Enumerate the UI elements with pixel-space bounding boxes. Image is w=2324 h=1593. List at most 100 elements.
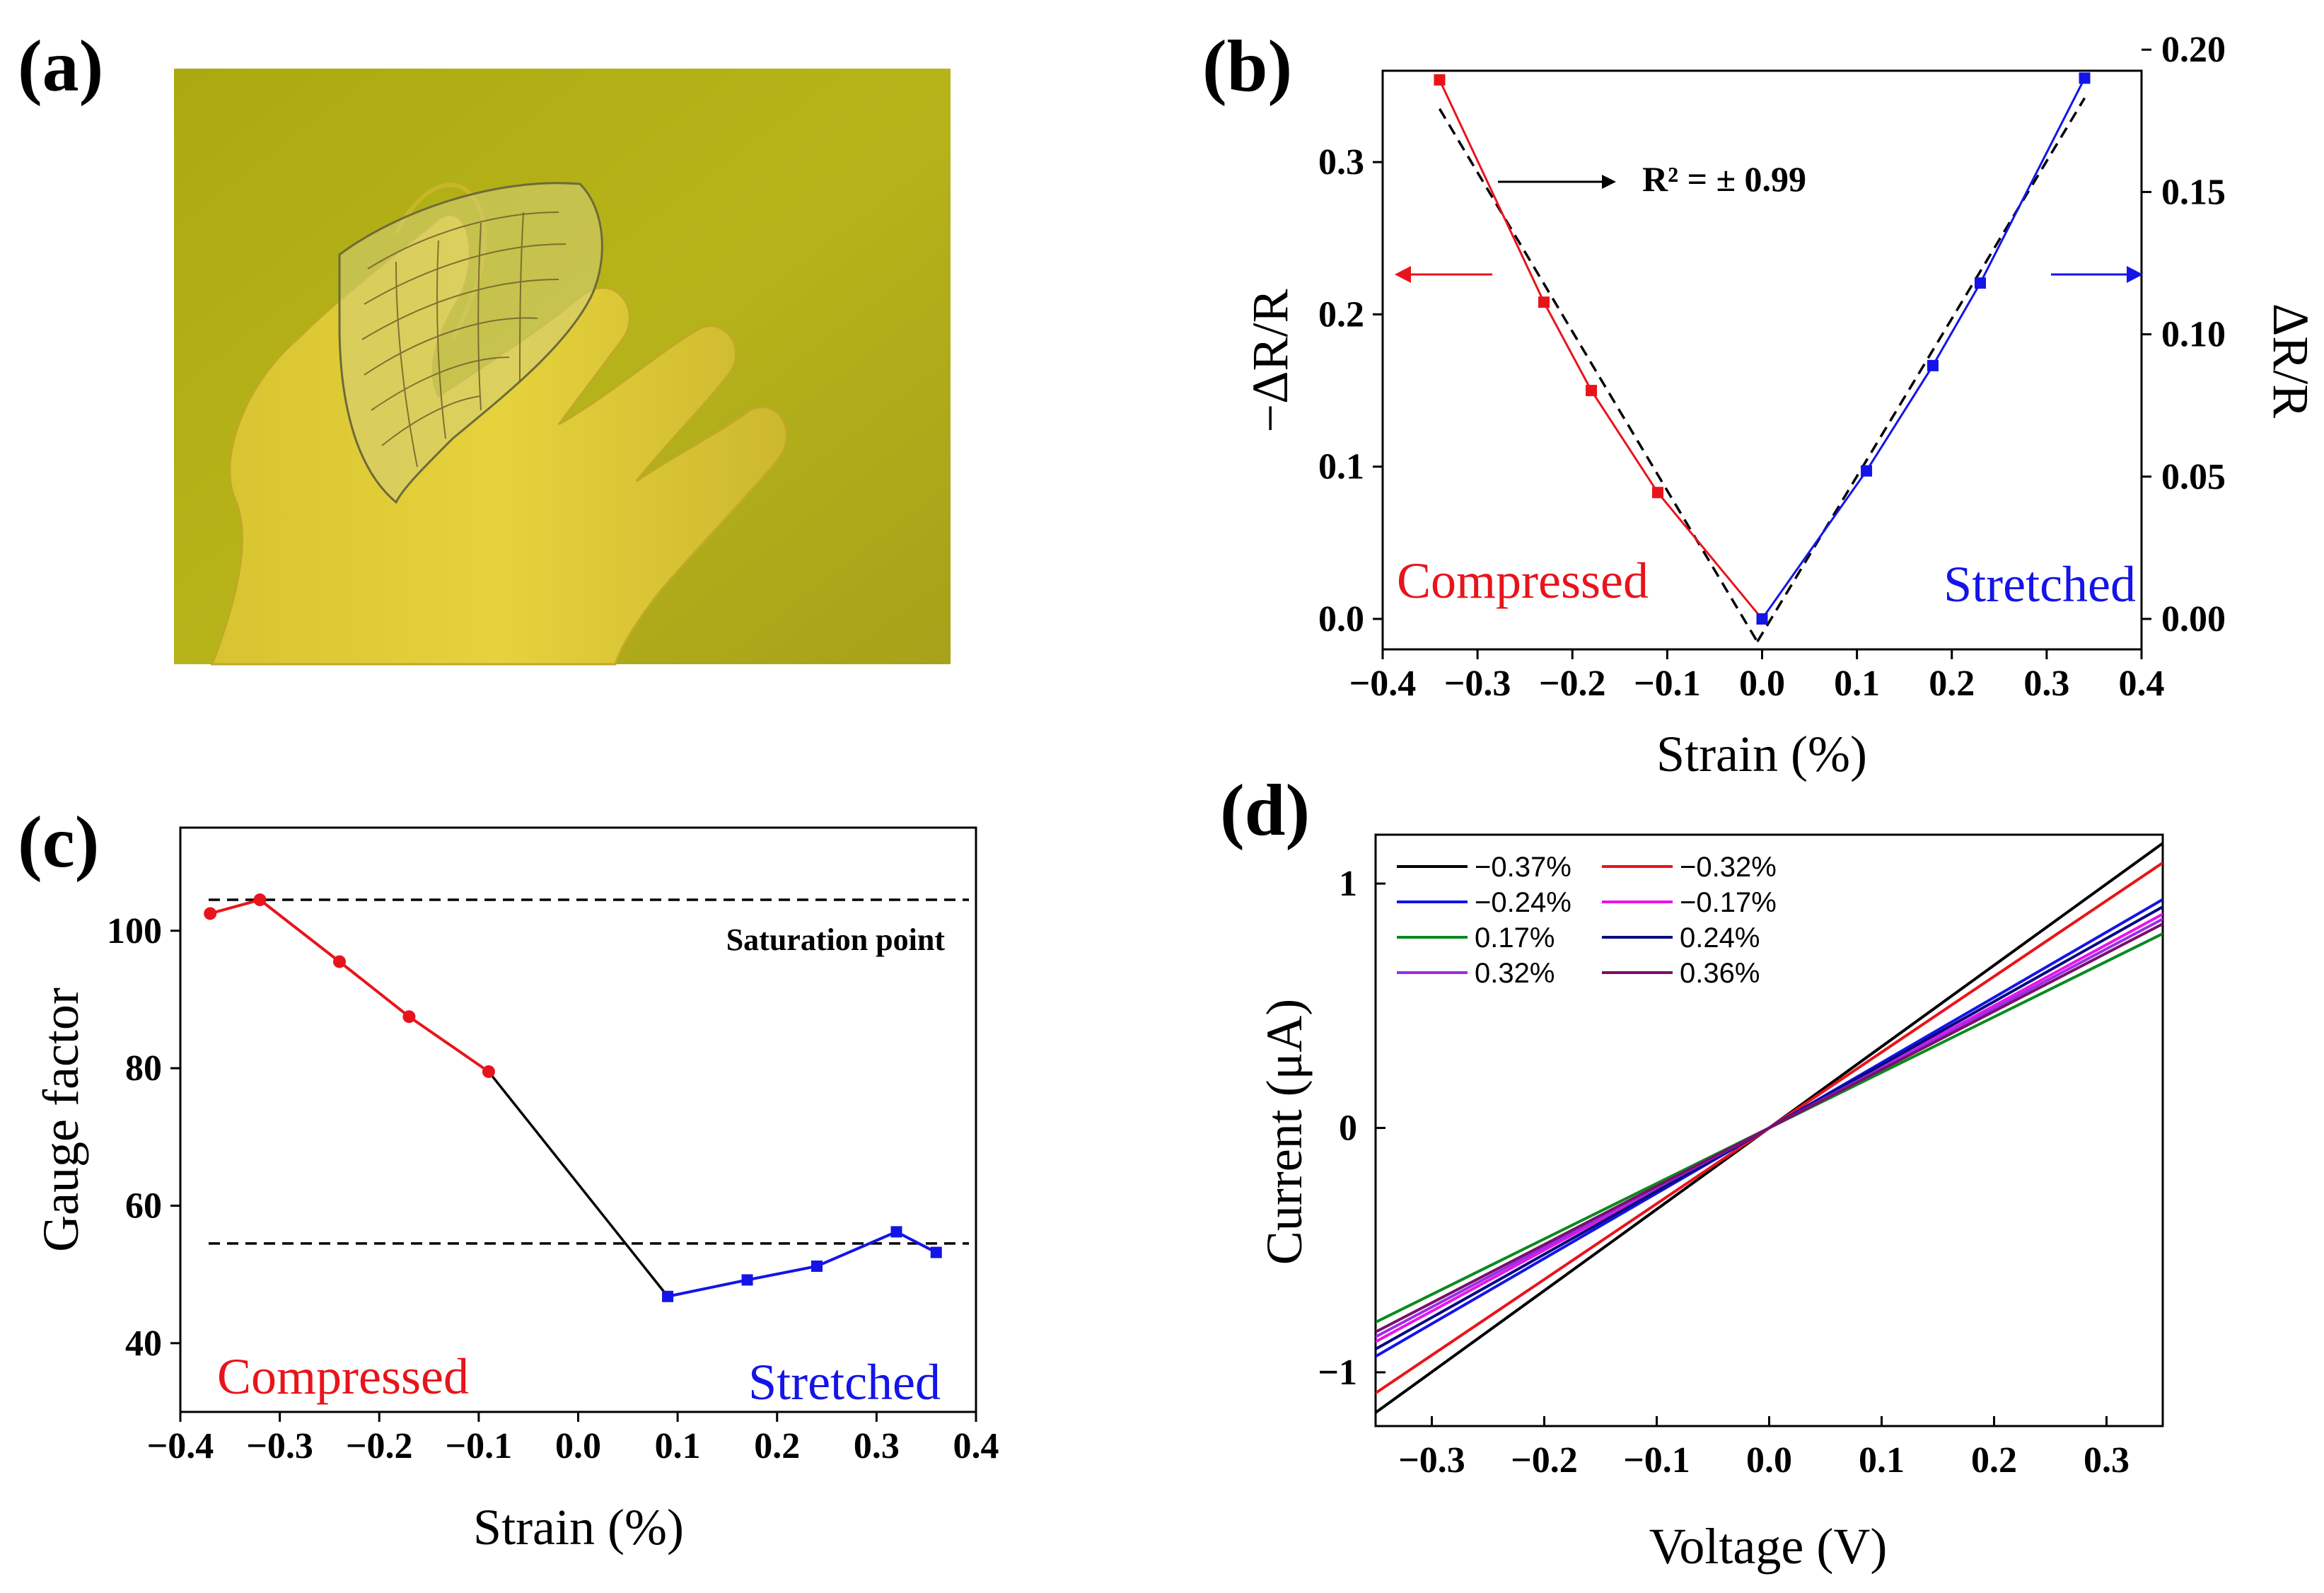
chart-b-y-ticks-right: 0.00 0.05 0.10 0.15 0.20: [2142, 30, 2226, 639]
chart-c: −0.4 −0.3 −0.2 −0.1 0.0 0.1 0.2 0.3 0.4 40 60 80 10…: [33, 826, 999, 1556]
y-right-tick-label: 0.00: [2161, 599, 2226, 639]
x-tick-label: −0.2: [1539, 664, 1606, 704]
panel-d-label: (d): [1220, 770, 1310, 851]
legend-label: −0.17%: [1680, 887, 1777, 918]
y-right-tick-label: 0.15: [2161, 172, 2226, 212]
y-left-tick-label: 0.0: [1318, 599, 1364, 639]
chart-b-compressed-label: Compressed: [1397, 552, 1649, 609]
y-tick-label: 100: [107, 911, 162, 951]
series-line-stretched: [667, 1230, 937, 1298]
x-tick-label: −0.1: [446, 1426, 513, 1466]
x-tick-label: −0.2: [346, 1426, 413, 1466]
x-tick-label: 0.0: [1739, 664, 1785, 704]
connector-line: [487, 1070, 669, 1297]
x-tick-label: −0.3: [1398, 1440, 1465, 1481]
chart-d-series: [1376, 842, 2163, 1414]
chart-b-left-axis-arrow: [1395, 266, 1492, 283]
y-tick-label: 0: [1339, 1108, 1357, 1149]
chart-b-x-axis-label: Strain (%): [1656, 726, 1867, 782]
y-tick-label: 1: [1339, 864, 1357, 904]
x-tick-label: 0.0: [1746, 1440, 1792, 1481]
data-point-stretched: [2079, 72, 2091, 84]
chart-d-y-ticks: −1 0 1: [1318, 864, 1385, 1393]
legend-label: 0.24%: [1680, 922, 1760, 954]
x-tick-label: 0.3: [2023, 664, 2069, 704]
x-tick-label: 0.4: [2119, 664, 2165, 704]
data-point-stretched: [1927, 359, 1939, 371]
legend-label: 0.36%: [1680, 958, 1760, 989]
data-point-stretched: [890, 1226, 902, 1238]
chart-d-legend: −0.37% −0.32% −0.24% −0.17% 0.17% 0.24% 0.32% 0…: [1397, 852, 1777, 989]
x-tick-label: 0.1: [1859, 1440, 1905, 1481]
chart-c-reference-lines: [209, 898, 969, 1245]
x-tick-label: 0.2: [1971, 1440, 2017, 1481]
data-point-compressed: [1651, 487, 1663, 499]
panel-b-label: (b): [1202, 25, 1292, 107]
fit-line: [1756, 97, 2086, 643]
legend-label: −0.24%: [1475, 887, 1571, 918]
y-left-tick-label: 0.3: [1318, 142, 1364, 183]
x-tick-label: −0.4: [147, 1426, 214, 1466]
x-tick-label: 0.3: [854, 1426, 900, 1466]
x-tick-label: −0.3: [1444, 664, 1511, 704]
x-tick-label: 0.1: [1834, 664, 1880, 704]
x-tick-label: −0.4: [1349, 664, 1417, 704]
chart-c-x-axis-label: Strain (%): [473, 1499, 684, 1556]
legend-label: −0.37%: [1475, 852, 1571, 883]
panel-a-label: (a): [18, 25, 103, 107]
x-tick-label: 0.3: [2084, 1440, 2130, 1481]
legend-label: 0.32%: [1475, 958, 1555, 989]
chart-c-frame: [179, 826, 977, 1413]
data-point-stretched: [741, 1274, 753, 1286]
chart-c-series: [204, 893, 942, 1302]
x-tick-label: −0.1: [1623, 1440, 1690, 1481]
x-tick-label: 0.4: [953, 1426, 999, 1466]
x-tick-label: −0.1: [1634, 664, 1701, 704]
data-point-compressed: [402, 1010, 416, 1024]
data-point-compressed: [1586, 385, 1598, 397]
chart-b-r2-arrow: [1498, 175, 1616, 189]
chart-b-series: [1434, 72, 2091, 625]
data-point-compressed: [482, 1065, 495, 1078]
y-tick-label: −1: [1318, 1352, 1357, 1393]
series-line: [1376, 922, 2163, 1333]
data-point-stretched: [662, 1290, 674, 1302]
chart-b: −0.4 −0.3 −0.2 −0.1 0.0 0.1 0.2 0.3 0.4 0.00.10.…: [1242, 30, 2319, 782]
y-right-tick-label: 0.05: [2161, 457, 2226, 497]
x-tick-label: 0.2: [754, 1426, 800, 1466]
chart-c-compressed-label: Compressed: [217, 1348, 469, 1405]
data-point-stretched: [1861, 465, 1873, 477]
fit-line: [1438, 108, 1759, 643]
chart-b-r2-annotation: R² = ± 0.99: [1642, 159, 1806, 199]
panel-c-label: (c): [18, 801, 99, 883]
legend-label: −0.32%: [1680, 852, 1777, 883]
x-tick-label: 0.1: [655, 1426, 701, 1466]
data-point-stretched: [1756, 613, 1768, 625]
data-point-compressed: [1538, 296, 1550, 308]
flexible-film-shape: [338, 182, 603, 504]
data-point-stretched: [811, 1260, 823, 1272]
chart-b-x-ticks: −0.4 −0.3 −0.2 −0.1 0.0 0.1 0.2 0.3 0.4: [1349, 649, 2165, 704]
chart-c-y-axis-label: Gauge factor: [33, 987, 89, 1252]
x-tick-label: 0.2: [1929, 664, 1975, 704]
y-left-tick-label: 0.2: [1318, 294, 1364, 335]
chart-b-fit-lines: [1438, 97, 2086, 643]
chart-b-y-ticks-left: 0.0 0.1 0.2 0.3: [1318, 142, 1383, 639]
y-left-tick-label: 0.1: [1318, 447, 1364, 487]
x-tick-label: −0.2: [1511, 1440, 1578, 1481]
data-point-stretched: [1974, 277, 1986, 289]
chart-d-x-axis-label: Voltage (V): [1649, 1518, 1888, 1575]
chart-d: −0.3 −0.2 −0.1 0.0 0.1 0.2 0.3 −101 −0.37% −0.3…: [1256, 833, 2164, 1575]
chart-d-x-ticks: −0.3 −0.2 −0.1 0.0 0.1 0.2 0.3: [1398, 1416, 2130, 1481]
chart-c-x-ticks: −0.4 −0.3 −0.2 −0.1 0.0 0.1 0.2 0.3 0.4: [147, 1412, 999, 1466]
legend-label: 0.17%: [1475, 922, 1555, 954]
series-line-compressed: [209, 898, 490, 1073]
y-tick-label: 80: [125, 1048, 162, 1089]
series-line-stretched: [1761, 77, 2086, 620]
chart-c-saturation-label: Saturation point: [726, 922, 946, 957]
chart-b-stretched-label: Stretched: [1944, 556, 2136, 613]
y-right-tick-label: 0.20: [2161, 30, 2226, 70]
data-point-stretched: [930, 1246, 942, 1258]
chart-b-y-axis-label-right: ΔR/R: [2262, 303, 2319, 418]
